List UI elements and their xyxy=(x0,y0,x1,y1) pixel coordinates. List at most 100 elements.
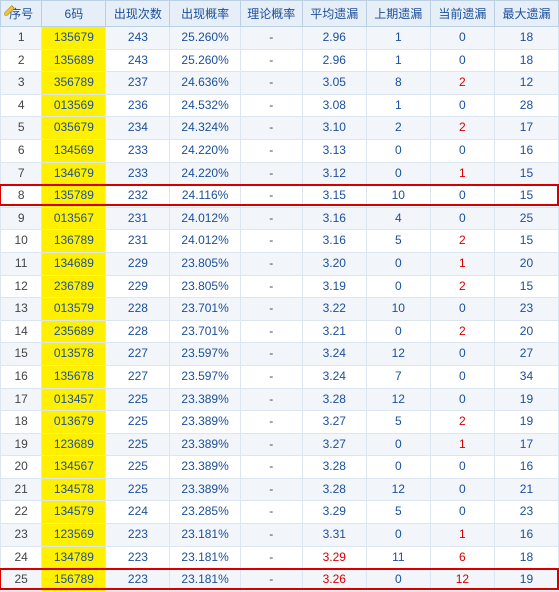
table-row[interactable]: 1223678922923.805%-3.190215 xyxy=(1,275,559,298)
table-row[interactable]: 1013678923124.012%-3.165215 xyxy=(1,230,559,253)
table-row[interactable]: 2413478922323.181%-3.2911618 xyxy=(1,546,559,569)
cell-prev: 11 xyxy=(366,546,430,569)
cell-cur: 1 xyxy=(430,252,494,275)
cell-prev: 0 xyxy=(366,275,430,298)
cell-theo: - xyxy=(240,27,302,50)
cell-prob: 23.389% xyxy=(170,456,240,479)
table-row[interactable]: 1501357822723.597%-3.2412027 xyxy=(1,343,559,366)
header-count[interactable]: 出现次数 xyxy=(106,1,170,27)
cell-max: 15 xyxy=(494,162,558,185)
cell-max: 34 xyxy=(494,365,558,388)
table-row[interactable]: 1301357922823.701%-3.2210023 xyxy=(1,298,559,321)
header-avg[interactable]: 平均遗漏 xyxy=(302,1,366,27)
cell-count: 228 xyxy=(106,320,170,343)
cell-avg: 3.10 xyxy=(302,117,366,140)
table-row[interactable]: 901356723124.012%-3.164025 xyxy=(1,207,559,230)
cell-code: 136789 xyxy=(42,230,106,253)
cell-code: 013569 xyxy=(42,94,106,117)
header-prob[interactable]: 出现概率 xyxy=(170,1,240,27)
cell-avg: 3.27 xyxy=(302,433,366,456)
table-row[interactable]: 1423568922823.701%-3.210220 xyxy=(1,320,559,343)
cell-prev: 0 xyxy=(366,162,430,185)
header-prev[interactable]: 上期遗漏 xyxy=(366,1,430,27)
table-row[interactable]: 213568924325.260%-2.961018 xyxy=(1,49,559,72)
table-row[interactable]: 2515678922323.181%-3.2601219 xyxy=(1,569,559,592)
table-row[interactable]: 503567923424.324%-3.102217 xyxy=(1,117,559,140)
table-row[interactable]: 1113468922923.805%-3.200120 xyxy=(1,252,559,275)
cell-prob: 23.805% xyxy=(170,275,240,298)
cell-idx: 19 xyxy=(1,433,42,456)
cell-cur: 2 xyxy=(430,411,494,434)
cell-prob: 24.220% xyxy=(170,139,240,162)
cell-avg: 2.96 xyxy=(302,27,366,50)
cell-count: 229 xyxy=(106,252,170,275)
cell-idx: 17 xyxy=(1,388,42,411)
cell-avg: 3.16 xyxy=(302,230,366,253)
cell-cur: 1 xyxy=(430,524,494,547)
cell-theo: - xyxy=(240,185,302,208)
cell-theo: - xyxy=(240,501,302,524)
cell-prob: 25.260% xyxy=(170,27,240,50)
cell-avg: 3.27 xyxy=(302,411,366,434)
cell-count: 224 xyxy=(106,501,170,524)
cell-code: 135678 xyxy=(42,365,106,388)
cell-cur: 0 xyxy=(430,456,494,479)
cell-code: 013457 xyxy=(42,388,106,411)
cell-theo: - xyxy=(240,49,302,72)
cell-idx: 3 xyxy=(1,72,42,95)
header-max[interactable]: 最大遗漏 xyxy=(494,1,558,27)
cell-prob: 23.597% xyxy=(170,343,240,366)
table-row[interactable]: 1613567822723.597%-3.247034 xyxy=(1,365,559,388)
cell-max: 17 xyxy=(494,433,558,456)
header-idx[interactable]: 序号 xyxy=(1,1,42,27)
cell-code: 134578 xyxy=(42,478,106,501)
table-row[interactable]: 2213457922423.285%-3.295023 xyxy=(1,501,559,524)
edit-icon[interactable] xyxy=(3,3,17,17)
table-row[interactable]: 1801367922523.389%-3.275219 xyxy=(1,411,559,434)
cell-prev: 12 xyxy=(366,388,430,411)
cell-code: 013578 xyxy=(42,343,106,366)
cell-code: 013567 xyxy=(42,207,106,230)
cell-prob: 23.285% xyxy=(170,501,240,524)
cell-code: 135679 xyxy=(42,27,106,50)
table-row[interactable]: 713467923324.220%-3.120115 xyxy=(1,162,559,185)
header-theo[interactable]: 理论概率 xyxy=(240,1,302,27)
cell-idx: 21 xyxy=(1,478,42,501)
table-row[interactable]: 113567924325.260%-2.961018 xyxy=(1,27,559,50)
cell-avg: 3.24 xyxy=(302,365,366,388)
table-row[interactable]: 2113457822523.389%-3.2812021 xyxy=(1,478,559,501)
cell-avg: 3.20 xyxy=(302,252,366,275)
table-row[interactable]: 2312356922323.181%-3.310116 xyxy=(1,524,559,547)
cell-idx: 5 xyxy=(1,117,42,140)
cell-prob: 23.181% xyxy=(170,546,240,569)
cell-avg: 3.05 xyxy=(302,72,366,95)
header-cur[interactable]: 当前遗漏 xyxy=(430,1,494,27)
table-row[interactable]: 335678923724.636%-3.058212 xyxy=(1,72,559,95)
cell-theo: - xyxy=(240,524,302,547)
cell-cur: 0 xyxy=(430,478,494,501)
table-row[interactable]: 813578923224.116%-3.1510015 xyxy=(1,185,559,208)
header-code[interactable]: 6码 xyxy=(42,1,106,27)
cell-prev: 0 xyxy=(366,456,430,479)
table-row[interactable]: 2013456722523.389%-3.280016 xyxy=(1,456,559,479)
cell-avg: 3.29 xyxy=(302,546,366,569)
table-row[interactable]: 401356923624.532%-3.081028 xyxy=(1,94,559,117)
table-row[interactable]: 1701345722523.389%-3.2812019 xyxy=(1,388,559,411)
cell-prob: 24.116% xyxy=(170,185,240,208)
table-wrap: 序号6码出现次数出现概率理论概率平均遗漏上期遗漏当前遗漏最大遗漏 1135679… xyxy=(0,0,559,592)
cell-theo: - xyxy=(240,478,302,501)
cell-count: 223 xyxy=(106,569,170,592)
cell-cur: 1 xyxy=(430,162,494,185)
cell-prev: 12 xyxy=(366,343,430,366)
cell-theo: - xyxy=(240,72,302,95)
cell-theo: - xyxy=(240,207,302,230)
cell-cur: 2 xyxy=(430,117,494,140)
table-row[interactable]: 1912368922523.389%-3.270117 xyxy=(1,433,559,456)
table-row[interactable]: 613456923324.220%-3.130016 xyxy=(1,139,559,162)
cell-avg: 3.13 xyxy=(302,139,366,162)
cell-theo: - xyxy=(240,117,302,140)
cell-prev: 10 xyxy=(366,185,430,208)
cell-cur: 0 xyxy=(430,388,494,411)
cell-max: 18 xyxy=(494,49,558,72)
cell-cur: 0 xyxy=(430,49,494,72)
